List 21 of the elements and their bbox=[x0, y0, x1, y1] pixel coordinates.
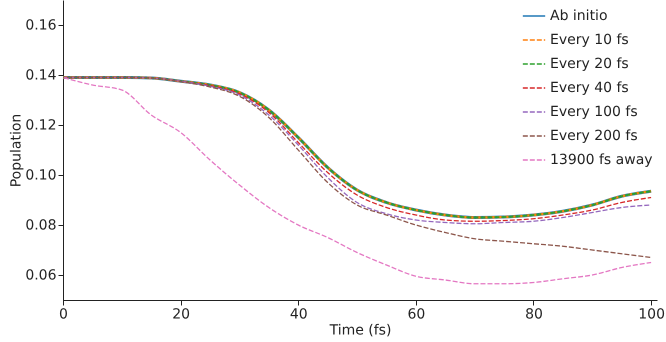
legend-label: Every 10 fs bbox=[550, 32, 629, 48]
y-tick-label: 0.16 bbox=[25, 18, 57, 34]
y-axis-title: Population bbox=[8, 114, 24, 188]
x-tick-label: 100 bbox=[638, 306, 665, 322]
legend-label: Every 20 fs bbox=[550, 56, 629, 72]
x-tick-label: 40 bbox=[290, 306, 308, 322]
legend-label: Every 100 fs bbox=[550, 104, 638, 120]
x-axis-title: Time (fs) bbox=[328, 322, 392, 338]
legend-label: 13900 fs away bbox=[550, 152, 653, 168]
legend-label: Every 200 fs bbox=[550, 128, 638, 144]
y-tick-label: 0.14 bbox=[25, 68, 57, 84]
y-tick-label: 0.10 bbox=[25, 168, 56, 184]
x-tick-label: 20 bbox=[172, 306, 190, 322]
y-tick-label: 0.06 bbox=[25, 268, 57, 284]
legend-label: Ab initio bbox=[550, 8, 608, 24]
x-tick-label: 60 bbox=[407, 306, 426, 322]
x-tick-label: 80 bbox=[525, 306, 543, 322]
y-tick-label: 0.08 bbox=[25, 218, 56, 234]
x-tick-label: 0 bbox=[59, 306, 68, 322]
y-tick-label: 0.12 bbox=[25, 118, 56, 134]
legend-label: Every 40 fs bbox=[550, 80, 629, 96]
